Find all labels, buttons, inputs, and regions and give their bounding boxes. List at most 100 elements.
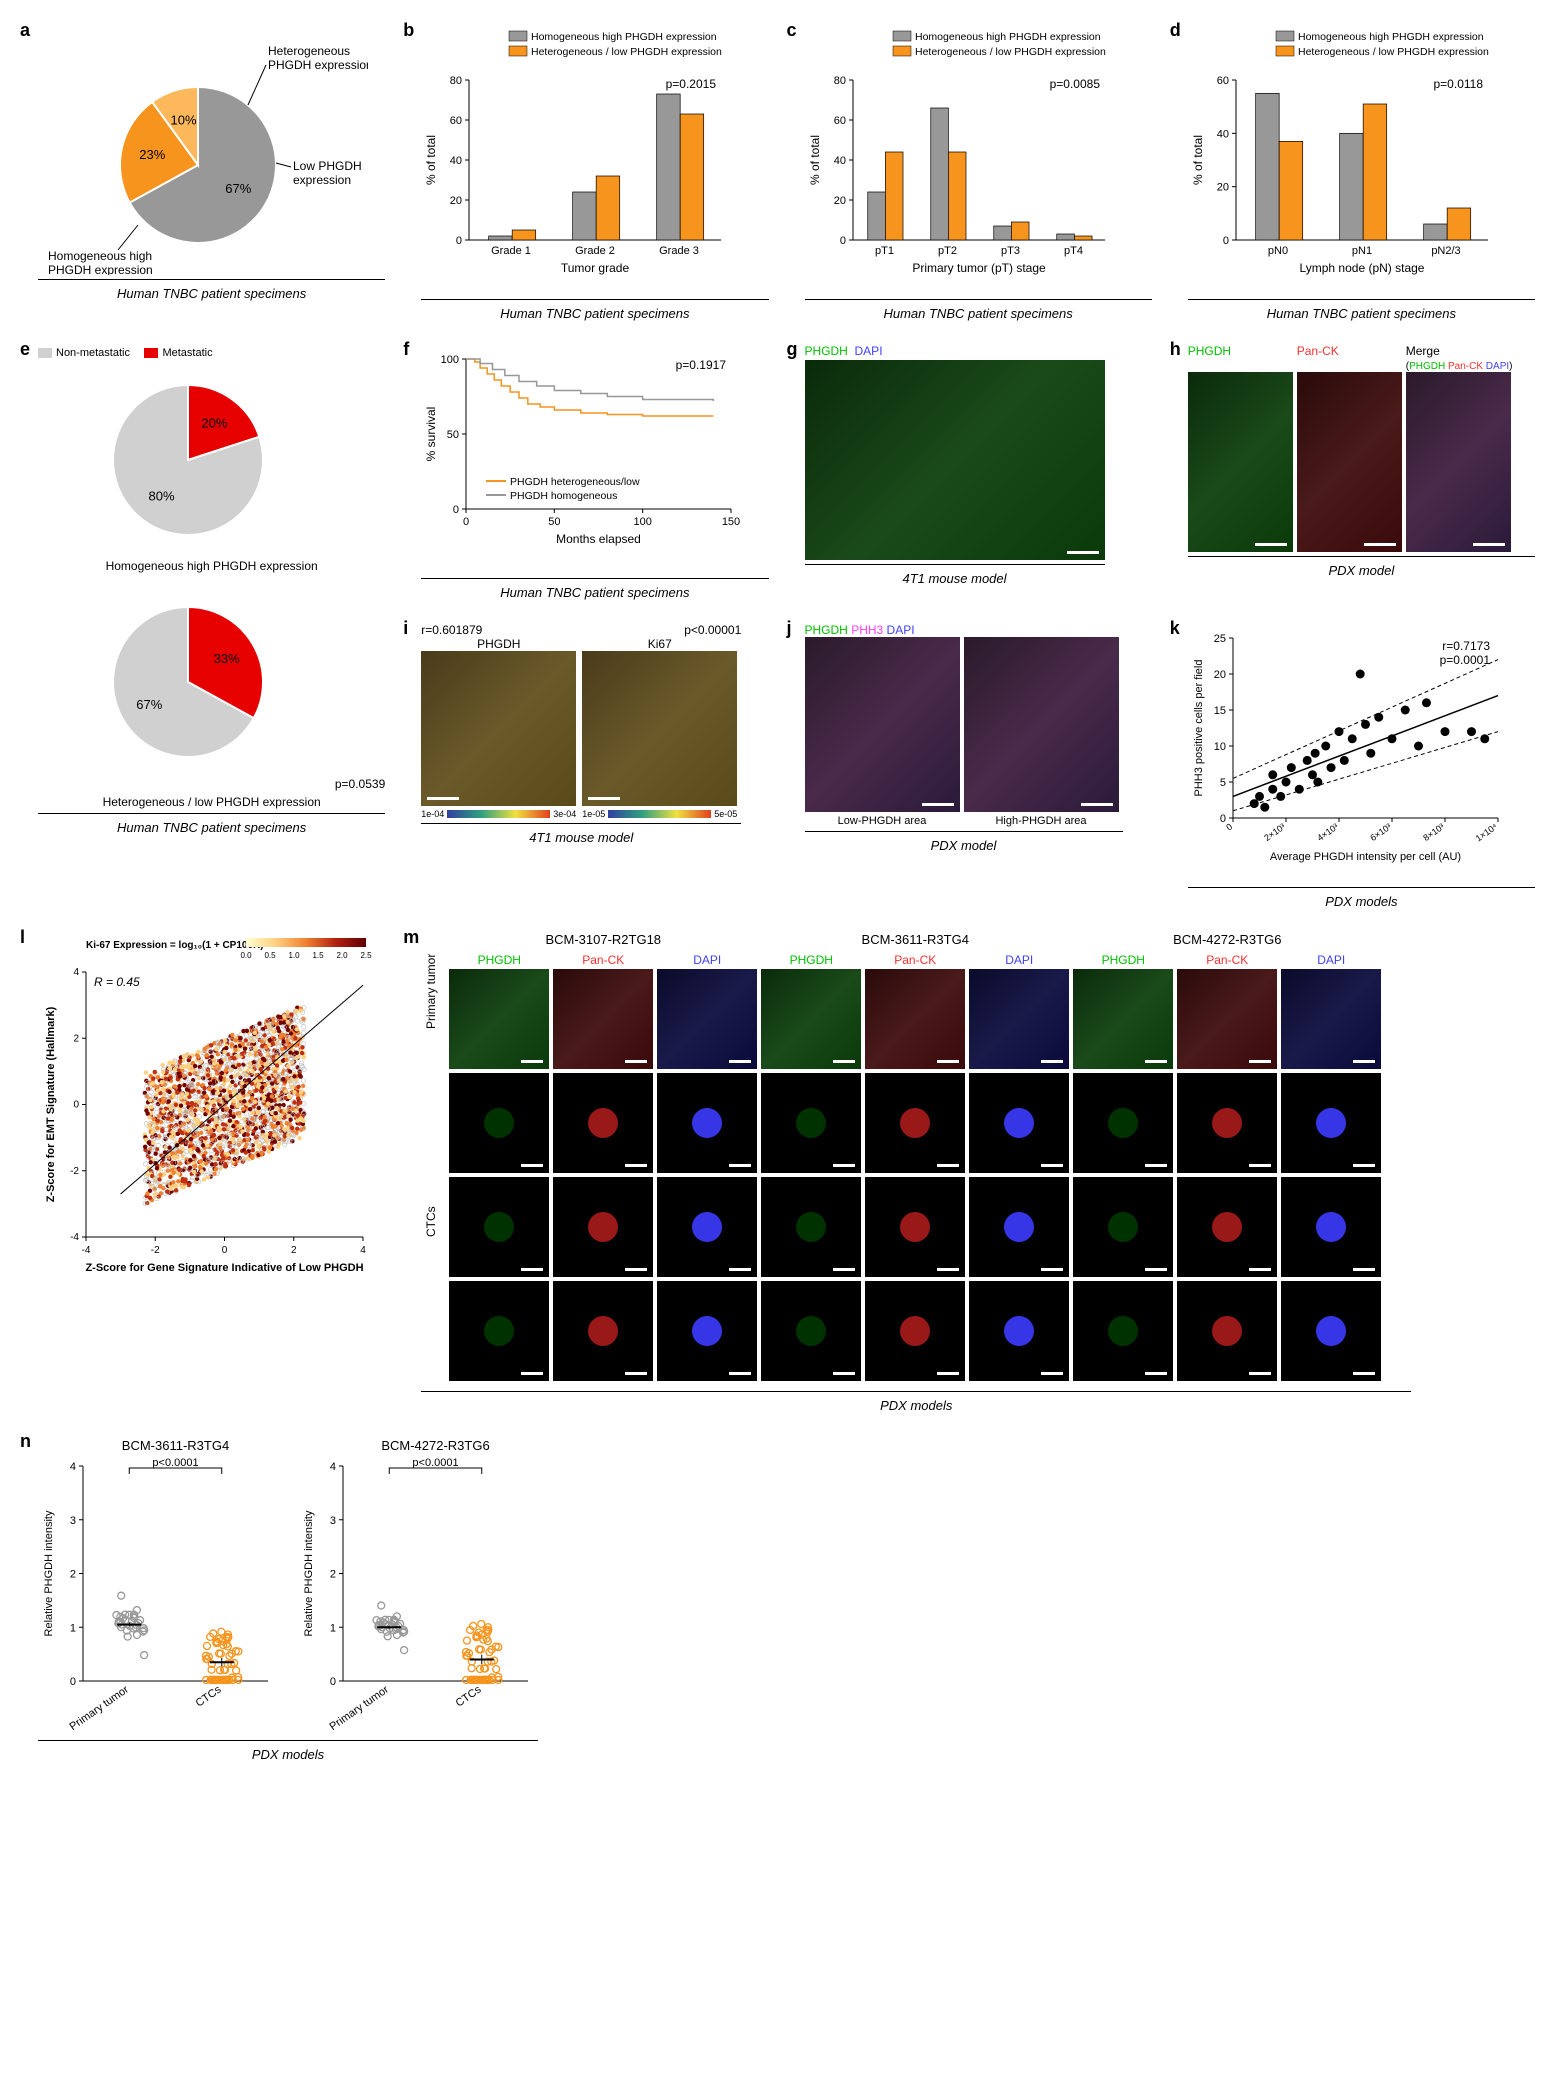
scatter-n1: BCM-4272-R3TG601234Relative PHGDH intens… xyxy=(298,1436,538,1736)
svg-text:40: 40 xyxy=(1217,128,1229,140)
panel-n-label: n xyxy=(20,1431,31,1452)
svg-text:2: 2 xyxy=(70,1569,76,1581)
svg-text:r=0.7173: r=0.7173 xyxy=(1442,639,1490,653)
svg-text:Homogeneous high: Homogeneous high xyxy=(48,249,152,263)
svg-text:Heterogeneous / low PHGDH expr: Heterogeneous / low PHGDH expression xyxy=(531,46,722,58)
svg-text:2: 2 xyxy=(330,1569,336,1581)
svg-text:67%: 67% xyxy=(136,697,162,712)
svg-text:20%: 20% xyxy=(201,416,227,431)
panel-m-label: m xyxy=(403,927,419,948)
svg-text:Low PHGDH: Low PHGDH xyxy=(293,159,362,173)
panel-h-label: h xyxy=(1170,339,1181,360)
svg-text:Homogeneous high PHGDH express: Homogeneous high PHGDH expression xyxy=(915,31,1101,43)
svg-text:PHGDH heterogeneous/low: PHGDH heterogeneous/low xyxy=(510,476,640,488)
panel-c: c Homogeneous high PHGDH expression Heter… xyxy=(787,20,1152,321)
svg-text:4: 4 xyxy=(330,1461,336,1473)
svg-text:Relative PHGDH intensity: Relative PHGDH intensity xyxy=(303,1510,315,1636)
svg-text:Ki-67 Expression = log₁₀(1 + C: Ki-67 Expression = log₁₀(1 + CP100K) xyxy=(86,940,264,951)
pie-e-bottom: 33% 67% xyxy=(38,587,348,777)
caption-f: Human TNBC patient specimens xyxy=(421,585,768,600)
svg-text:expression: expression xyxy=(293,173,351,187)
svg-text:0: 0 xyxy=(70,1676,76,1688)
svg-text:33%: 33% xyxy=(214,651,240,666)
svg-text:-4: -4 xyxy=(82,1245,91,1256)
image-g xyxy=(805,360,1105,560)
svg-text:pT2: pT2 xyxy=(938,245,957,257)
svg-text:p<0.0001: p<0.0001 xyxy=(412,1457,458,1469)
svg-text:Homogeneous high PHGDH express: Homogeneous high PHGDH expression xyxy=(1298,31,1484,43)
svg-text:60: 60 xyxy=(833,115,845,127)
svg-text:0: 0 xyxy=(73,1100,79,1111)
svg-text:10%: 10% xyxy=(171,112,197,127)
panel-f: f 050100050100150% survivalMonths elapse… xyxy=(403,339,768,600)
svg-text:0: 0 xyxy=(1224,821,1234,832)
svg-text:25: 25 xyxy=(1214,633,1226,645)
panel-k-label: k xyxy=(1170,618,1180,639)
panel-g-label: g xyxy=(787,339,798,360)
svg-text:Grade 2: Grade 2 xyxy=(575,245,615,257)
svg-text:PHGDH expression: PHGDH expression xyxy=(48,263,153,275)
caption-k: PDX models xyxy=(1188,894,1535,909)
svg-text:p<0.0001: p<0.0001 xyxy=(152,1457,198,1469)
panel-i: i r=0.601879p<0.00001PHGDH 1e-043e-04Ki6… xyxy=(403,618,768,909)
svg-text:3: 3 xyxy=(330,1515,336,1527)
svg-text:20: 20 xyxy=(1217,182,1229,194)
bar-b: Homogeneous high PHGDH expressionHeterog… xyxy=(421,25,751,295)
svg-text:0: 0 xyxy=(463,516,469,528)
svg-text:Primary tumor (pT) stage: Primary tumor (pT) stage xyxy=(912,261,1046,275)
svg-text:0: 0 xyxy=(839,235,845,247)
svg-text:0: 0 xyxy=(456,235,462,247)
svg-text:10: 10 xyxy=(1214,741,1226,753)
panel-i-label: i xyxy=(403,618,408,639)
svg-text:50: 50 xyxy=(447,429,459,441)
svg-text:2.5: 2.5 xyxy=(360,951,372,960)
svg-text:1.0: 1.0 xyxy=(288,951,300,960)
svg-text:p=0.0085: p=0.0085 xyxy=(1049,77,1100,91)
pie-a: 67%23%10%HeterogeneousPHGDH expressionLo… xyxy=(38,25,368,275)
svg-text:5: 5 xyxy=(1220,777,1226,789)
svg-text:23%: 23% xyxy=(139,147,165,162)
svg-text:20: 20 xyxy=(450,195,462,207)
svg-text:pT4: pT4 xyxy=(1064,245,1083,257)
svg-text:Primary tumor: Primary tumor xyxy=(68,1683,132,1733)
legend-e: Non-metastatic Metastatic xyxy=(38,344,385,359)
caption-n: PDX models xyxy=(38,1747,538,1762)
svg-text:BCM-4272-R3TG6: BCM-4272-R3TG6 xyxy=(381,1438,489,1453)
svg-text:Heterogeneous / low PHGDH expr: Heterogeneous / low PHGDH expression xyxy=(915,46,1106,58)
svg-text:1: 1 xyxy=(70,1622,76,1634)
svg-text:15: 15 xyxy=(1214,705,1226,717)
caption-e: Human TNBC patient specimens xyxy=(38,820,385,835)
svg-text:CTCs: CTCs xyxy=(454,1683,484,1709)
svg-text:PHH3 positive cells per field: PHH3 positive cells per field xyxy=(1193,660,1205,797)
svg-text:PHGDH expression: PHGDH expression xyxy=(268,58,368,72)
svg-text:Grade 1: Grade 1 xyxy=(491,245,531,257)
panel-a-label: a xyxy=(20,20,30,41)
panel-j: j PHGDH PHH3 DAPILow-PHGDH areaHigh-PHGD… xyxy=(787,618,1152,909)
svg-text:1: 1 xyxy=(330,1622,336,1634)
panel-j-label: j xyxy=(787,618,792,639)
svg-text:Primary tumor: Primary tumor xyxy=(328,1683,392,1733)
svg-text:4: 4 xyxy=(70,1461,76,1473)
caption-d: Human TNBC patient specimens xyxy=(1188,306,1535,321)
panel-e-label: e xyxy=(20,339,30,360)
svg-text:% of total: % of total xyxy=(1191,135,1205,185)
svg-text:pT1: pT1 xyxy=(875,245,894,257)
svg-text:20: 20 xyxy=(1214,669,1226,681)
svg-text:4×10³: 4×10³ xyxy=(1315,821,1340,843)
panel-c-label: c xyxy=(787,20,797,41)
svg-text:80: 80 xyxy=(450,75,462,87)
scatter-l: Ki-67 Expression = log₁₀(1 + CP100K)0.00… xyxy=(38,932,378,1292)
panel-l-label: l xyxy=(20,927,25,948)
svg-text:4: 4 xyxy=(73,967,79,978)
caption-b: Human TNBC patient specimens xyxy=(421,306,768,321)
svg-text:Lymph node (pN) stage: Lymph node (pN) stage xyxy=(1299,261,1424,275)
panel-l: l Ki-67 Expression = log₁₀(1 + CP100K)0.… xyxy=(20,927,385,1413)
svg-text:0: 0 xyxy=(453,504,459,516)
svg-text:150: 150 xyxy=(722,516,740,528)
survival-f: 050100050100150% survivalMonths elapsedp… xyxy=(421,344,751,574)
svg-text:Average PHGDH intensity per ce: Average PHGDH intensity per cell (AU) xyxy=(1270,851,1461,863)
channels-g: PHGDH DAPI xyxy=(805,344,1152,358)
panel-d-label: d xyxy=(1170,20,1181,41)
svg-text:% survival: % survival xyxy=(424,407,438,462)
svg-text:CTCs: CTCs xyxy=(194,1683,224,1709)
